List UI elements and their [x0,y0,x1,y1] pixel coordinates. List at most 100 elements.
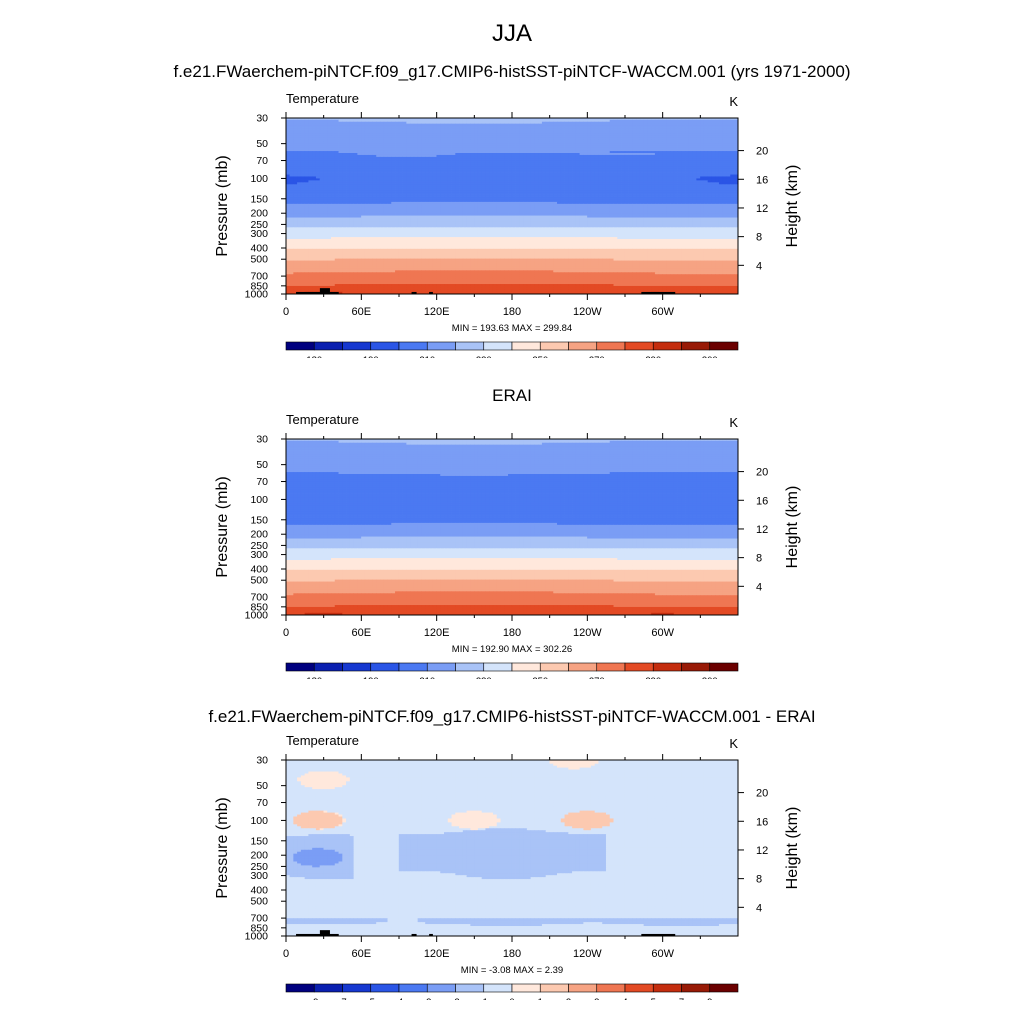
contour-cell [677,151,682,154]
contour-cell [613,190,618,193]
contour-cell [579,168,584,171]
contour-cell [327,153,332,156]
contour-cell [715,141,720,144]
contour-cell [413,188,419,191]
contour-cell [575,182,580,185]
contour-cell [605,192,611,195]
contour-cell [734,158,739,162]
contour-cell [425,151,430,154]
contour-cell [564,172,569,175]
contour-cell [575,135,580,138]
contour-cell [549,154,554,158]
contour-cell [515,186,520,189]
contour-cell [500,174,505,177]
contour-cell [666,194,671,197]
contour-cell [730,162,735,166]
contour-cell [557,190,562,193]
contour-cell [692,125,697,128]
contour-cell [379,123,385,127]
contour-cell [327,178,332,181]
contour-cell [395,166,400,170]
contour-cell [722,133,727,136]
contour-cell [553,178,558,181]
contour-cell [447,166,452,170]
contour-cell [477,149,483,152]
contour-cell [545,160,550,164]
contour-cell [413,121,419,125]
contour-cell [707,129,712,132]
contour-cell [696,141,701,144]
contour-cell [545,196,550,199]
contour-cell [481,174,486,177]
contour-cell [602,121,607,125]
contour-cell [560,123,565,127]
contour-cell [636,123,641,127]
contour-cell [515,125,520,128]
contour-cell [455,153,460,156]
contour-cell [444,162,449,166]
contour-cell [564,156,569,160]
contour-cell [379,176,385,179]
contour-cell [730,123,735,127]
contour-cell [530,123,535,127]
contour-cell [402,160,407,164]
contour-cell [534,164,539,168]
contour-cell [331,129,336,132]
contour-cell [451,194,456,197]
contour-cell [477,123,483,127]
contour-cell [579,192,584,195]
contour-cell [492,160,498,164]
contour-cell [681,172,686,175]
contour-cell [541,154,547,158]
contour-cell [395,127,400,130]
contour-cell [466,184,471,187]
contour-cell [726,121,731,125]
contour-cell [402,123,407,127]
contour-cell [598,192,603,195]
contour-cell [541,125,547,128]
contour-cell [688,154,693,158]
contour-cell [511,197,516,201]
contour-cell [598,186,603,189]
contour-cell [673,117,678,121]
contour-cell [492,180,498,183]
contour-cell [492,186,498,189]
contour-cell [594,119,599,123]
contour-cell [643,156,648,160]
contour-cell [594,129,599,132]
contour-cell [387,178,392,181]
contour-cell [289,196,294,199]
contour-cell [334,184,339,187]
contour-cell [643,127,648,130]
contour-cell [485,196,490,199]
contour-cell [368,147,373,150]
contour-cell [613,153,618,156]
contour-cell [685,143,690,146]
contour-cell [391,176,396,179]
contour-cell [462,162,467,166]
contour-cell [722,170,727,173]
contour-cell [334,143,339,146]
contour-cell [492,182,498,185]
contour-cell [541,168,547,171]
contour-cell [557,151,562,154]
contour-cell [364,133,370,136]
contour-cell [477,158,483,162]
contour-cell [662,135,667,138]
contour-cell [511,154,516,158]
contour-cell [485,192,490,195]
contour-cell [519,153,524,156]
contour-cell [666,131,671,134]
contour-cell [331,121,336,125]
contour-cell [289,123,294,127]
contour-cell [534,131,539,134]
contour-cell [605,176,611,179]
contour-cell [715,164,720,168]
contour-cell [474,145,479,148]
contour-cell [342,166,347,170]
contour-cell [726,153,731,156]
contour-cell [425,182,430,185]
contour-cell [489,131,494,134]
contour-cell [342,123,347,127]
contour-cell [722,172,727,175]
